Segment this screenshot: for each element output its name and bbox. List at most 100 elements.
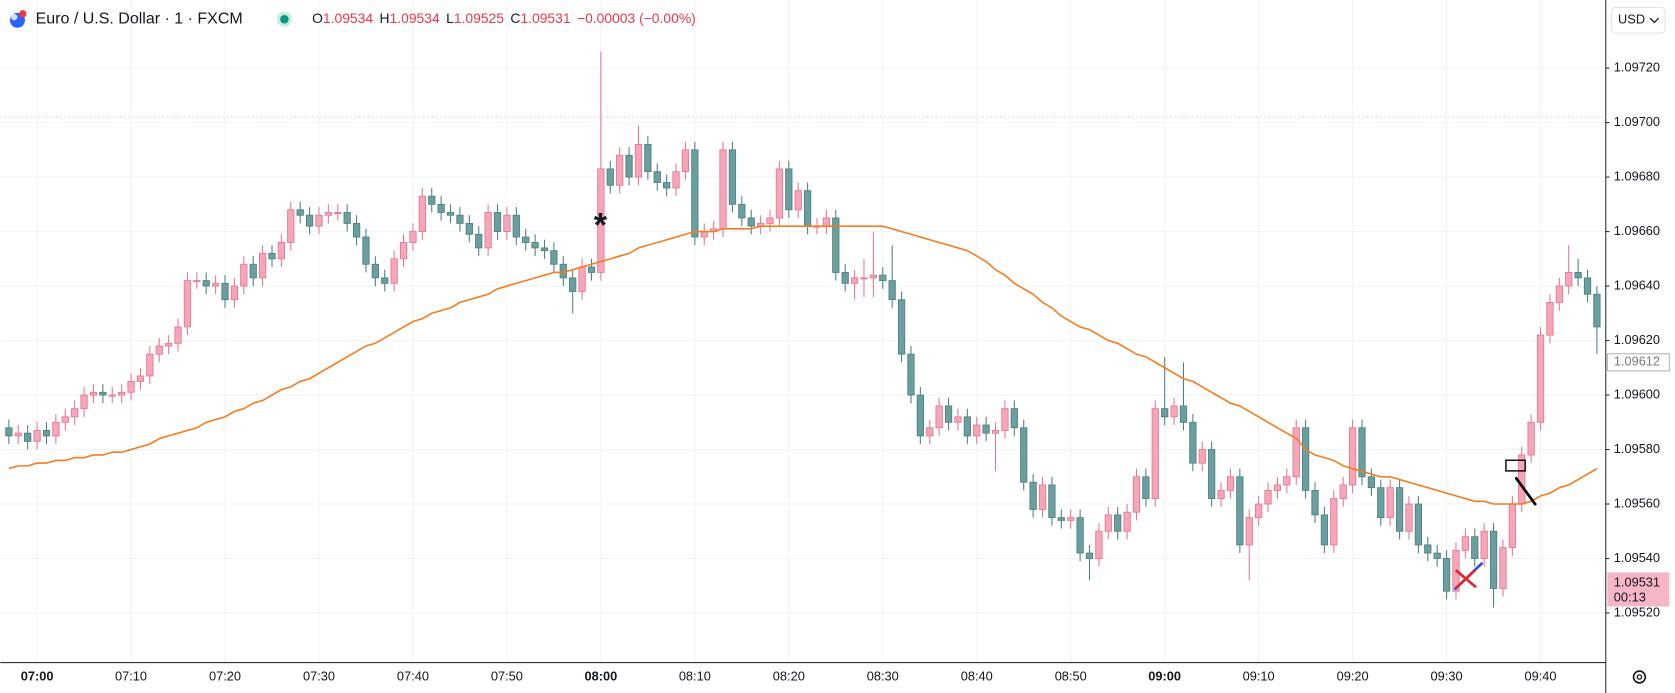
candle-body — [381, 277, 389, 284]
symbol-title: Euro / U.S. Dollar · 1 · FXCM — [36, 10, 243, 27]
close-value: 1.09531 — [520, 10, 570, 26]
x-tick-label: 08:10 — [679, 668, 711, 683]
candle-body — [1132, 476, 1141, 513]
drawing-line — [1514, 476, 1537, 506]
annotation-asterisk: * — [594, 206, 608, 244]
dropdown-caret[interactable] — [1649, 17, 1660, 24]
settings-button[interactable] — [1632, 670, 1647, 684]
candle-body — [1104, 514, 1112, 532]
currency-box[interactable] — [1611, 6, 1666, 34]
candle-body — [597, 168, 605, 273]
x-tick-label: 09:40 — [1525, 668, 1557, 683]
candle-body — [5, 427, 13, 437]
candle-body — [1555, 285, 1563, 303]
candle-body — [118, 391, 126, 396]
candle-body — [1367, 476, 1376, 489]
candle-body — [240, 263, 248, 287]
candle-body — [785, 168, 793, 211]
x-tick-label: 08:20 — [773, 668, 805, 683]
high-label: H — [380, 10, 390, 26]
candle-body — [202, 280, 210, 287]
candle-body — [71, 408, 79, 418]
candle-body — [493, 212, 502, 233]
candle-body — [1170, 405, 1178, 418]
candle-body — [1001, 408, 1009, 431]
candle-body — [146, 353, 154, 377]
candle-body — [1311, 489, 1319, 516]
candle-body — [522, 236, 530, 243]
x-tick-label: 09:10 — [1243, 668, 1275, 683]
y-tick-label: 1.09720 — [1614, 60, 1660, 75]
candle-body — [1583, 277, 1592, 295]
candle-body — [1386, 487, 1394, 519]
x-tick-label: 08:40 — [961, 668, 993, 683]
candle-body — [258, 252, 267, 279]
candle-body — [1593, 293, 1601, 328]
candle-body — [1038, 484, 1047, 510]
candle-body — [616, 154, 624, 186]
candle-body — [991, 430, 1000, 434]
y-tick-label: 1.09620 — [1614, 332, 1660, 347]
y-tick-label: 1.09640 — [1614, 277, 1660, 292]
candle-body — [437, 203, 445, 213]
x-tick-label: 09:20 — [1337, 668, 1369, 683]
candle-body — [879, 274, 887, 282]
candle-body — [663, 182, 671, 189]
candle-body — [963, 416, 971, 437]
axis-layer: 1.09520 1.09540 1.09560 1.09580 1.09600 1.096… — [21, 60, 1670, 683]
candle-body — [775, 168, 784, 219]
currency-label[interactable]: USD — [1618, 12, 1645, 27]
candle-body — [1020, 427, 1028, 483]
x-tick-label: 07:20 — [209, 668, 241, 683]
candle-body — [1508, 503, 1516, 549]
candle-body — [644, 143, 652, 173]
candle-body — [1067, 517, 1075, 521]
candle-body — [1414, 503, 1423, 546]
gear-ring[interactable] — [1632, 670, 1647, 684]
candle-body — [888, 280, 896, 301]
candle-body — [1161, 408, 1169, 418]
x-tick-label: 09:00 — [1148, 668, 1181, 683]
grid-layer — [0, 0, 1606, 663]
x-tick-label: 07:50 — [491, 668, 523, 683]
symbol-icon — [9, 10, 27, 28]
candle-body — [1226, 476, 1235, 491]
last-price-label: 1.09531 — [1614, 574, 1660, 589]
candle-body — [42, 430, 51, 437]
candle-body — [1208, 449, 1216, 499]
candle-body — [625, 154, 633, 178]
candle-body — [89, 391, 98, 396]
y-tick-label: 1.09700 — [1614, 114, 1660, 129]
candle-body — [860, 277, 868, 280]
candle-body — [719, 149, 727, 230]
candle-body — [1085, 552, 1094, 559]
candle-body — [897, 299, 906, 355]
currency-dropdown[interactable]: USD — [1611, 6, 1666, 34]
drawing-box — [1505, 459, 1526, 472]
candle-body — [352, 222, 361, 238]
candle-body — [512, 214, 520, 238]
candle-body — [343, 212, 351, 224]
candle-body — [1546, 301, 1554, 336]
candle-body — [954, 416, 962, 423]
last-price-box — [1607, 572, 1670, 607]
candle-body — [926, 427, 934, 437]
candle-body — [61, 416, 69, 423]
candle-body — [1010, 408, 1018, 429]
candle-body — [1442, 558, 1451, 592]
candle-body — [916, 394, 924, 437]
candle-body — [982, 424, 990, 434]
status-dot — [280, 14, 289, 24]
candle-body — [456, 214, 464, 224]
candle-body — [418, 195, 426, 233]
gear-core[interactable] — [1636, 674, 1643, 680]
candle-body — [1330, 498, 1338, 546]
candle-body — [108, 394, 116, 397]
candle-body — [578, 266, 586, 292]
candle-body — [305, 214, 314, 227]
candle-body — [1339, 484, 1347, 499]
candle-body — [1433, 552, 1441, 559]
candle-body — [33, 430, 41, 442]
candle-body — [24, 432, 32, 442]
